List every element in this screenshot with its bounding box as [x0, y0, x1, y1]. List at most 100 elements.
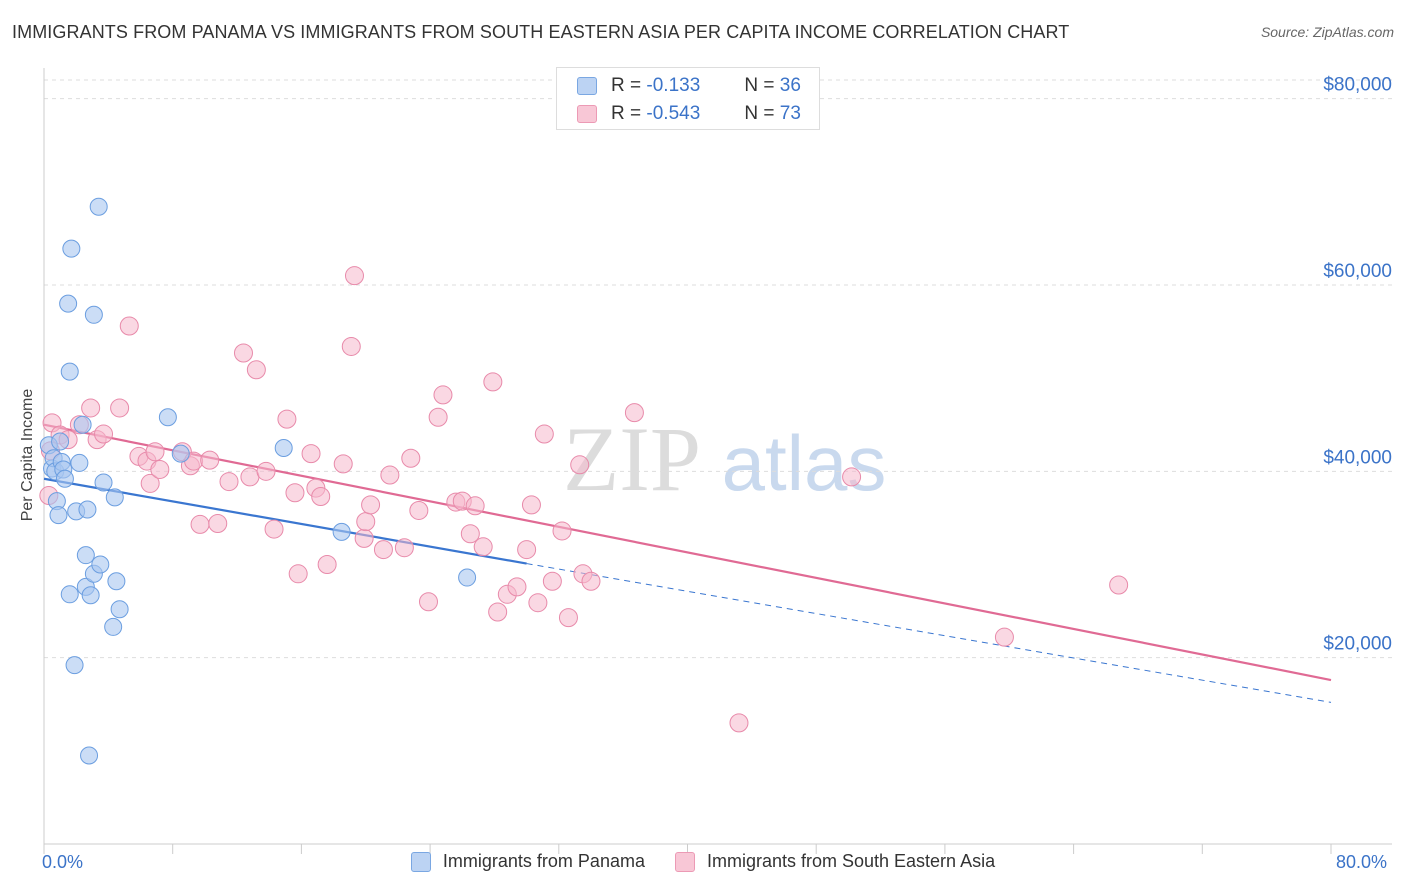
data-point-panama [78, 500, 97, 519]
data-point-panama [105, 488, 124, 507]
y-tick-label: $60,000 [1323, 261, 1392, 282]
data-point-sea [361, 495, 381, 515]
trendline-panama-extrapolated [526, 563, 1332, 703]
y-tick-labels: $20,000 $40,000 $60,000 $80,000 [1323, 75, 1392, 655]
data-point-sea [140, 473, 160, 493]
legend-n-value: 73 [779, 103, 801, 124]
data-point-sea [558, 608, 578, 628]
data-point-sea [418, 592, 438, 612]
data-point-sea [433, 385, 453, 405]
data-point-sea [317, 554, 337, 574]
data-point-panama [55, 469, 74, 488]
data-point-sea [1109, 575, 1129, 595]
legend-label-sea: Immigrants from South Eastern Asia [706, 851, 996, 871]
data-point-sea [581, 571, 601, 591]
data-point-panama [91, 555, 110, 574]
data-point-sea [208, 513, 228, 533]
trendline-panama [43, 477, 527, 565]
data-point-panama [107, 572, 126, 591]
legend-r-label: R = [611, 75, 642, 96]
data-point-panama [70, 453, 89, 472]
legend-n-label: N = [744, 75, 775, 96]
legend-swatch-panama [410, 851, 431, 872]
data-point-panama [80, 746, 99, 765]
data-point-panama [274, 439, 293, 458]
data-point-sea [542, 571, 562, 591]
data-point-sea [81, 398, 101, 418]
data-point-sea [277, 409, 297, 429]
data-point-panama [60, 585, 79, 604]
data-point-sea [473, 537, 493, 557]
data-point-sea [145, 442, 165, 462]
data-point-sea [534, 424, 554, 444]
data-point-sea [354, 528, 374, 548]
x-tick-label-min: 0.0% [42, 852, 84, 872]
data-point-sea [624, 403, 644, 423]
legend-swatch-sea [674, 851, 695, 872]
x-tick-label-max: 80.0% [1336, 852, 1388, 872]
data-point-sea [190, 514, 210, 534]
data-point-sea [552, 521, 572, 541]
data-point-sea [521, 495, 541, 515]
data-point-sea [285, 483, 305, 503]
data-point-panama [73, 415, 92, 434]
legend-swatch-sea [577, 105, 597, 123]
data-point-panama [171, 444, 190, 463]
data-point-panama [110, 600, 129, 619]
data-point-sea [380, 465, 400, 485]
legend-item-panama: Immigrants from Panama [410, 851, 645, 872]
data-point-sea [488, 602, 508, 622]
legend-r-value: -0.543 [646, 103, 701, 124]
data-point-sea [341, 336, 361, 356]
y-tick-label: $20,000 [1323, 634, 1392, 655]
data-point-sea [842, 467, 862, 487]
data-point-panama [104, 617, 123, 636]
data-point-panama [49, 506, 68, 525]
chart-title: IMMIGRANTS FROM PANAMA VS IMMIGRANTS FRO… [12, 22, 1070, 42]
data-point-sea [219, 472, 239, 492]
data-point-sea [301, 444, 321, 464]
data-point-panama [94, 473, 113, 492]
legend-swatch-panama [577, 77, 597, 95]
series-sea-points [39, 266, 1129, 733]
data-point-panama [332, 522, 351, 541]
data-point-sea [344, 266, 364, 286]
data-point-sea [94, 424, 114, 444]
data-point-sea [150, 459, 170, 479]
data-point-sea [119, 316, 139, 336]
data-point-sea [256, 461, 276, 481]
data-point-sea [428, 407, 448, 427]
legend-n-value: 36 [779, 75, 801, 96]
data-point-sea [333, 454, 353, 474]
data-point-panama [76, 546, 95, 565]
data-point-sea [394, 538, 414, 558]
data-point-sea [401, 448, 421, 468]
y-tick-label: $80,000 [1323, 75, 1392, 96]
data-point-sea [570, 455, 590, 475]
legend-item-sea: Immigrants from South Eastern Asia [674, 851, 996, 872]
data-point-panama [62, 239, 81, 258]
data-point-sea [233, 343, 253, 363]
data-point-sea [373, 540, 393, 560]
data-point-sea [517, 540, 537, 560]
data-point-sea [528, 593, 548, 613]
data-point-panama [89, 197, 108, 216]
data-point-sea [460, 524, 480, 544]
data-point-sea [311, 486, 331, 506]
data-point-sea [240, 467, 260, 487]
data-point-sea [288, 564, 308, 584]
data-point-sea [994, 627, 1014, 647]
watermark-atlas: atlas [722, 419, 887, 507]
data-point-panama [65, 656, 84, 675]
correlation-legend: R = -0.133 N = 36 R = -0.543 N = 73 [556, 67, 820, 130]
data-point-sea [409, 500, 429, 520]
series-panama-points [39, 197, 477, 765]
legend-r-value: -0.133 [646, 75, 701, 96]
data-point-sea [483, 372, 503, 392]
data-point-panama [59, 294, 78, 313]
data-point-sea [200, 450, 220, 470]
y-tick-label: $40,000 [1323, 447, 1392, 468]
legend-row-sea: R = -0.543 N = 73 [577, 101, 801, 127]
data-point-panama [84, 305, 103, 324]
